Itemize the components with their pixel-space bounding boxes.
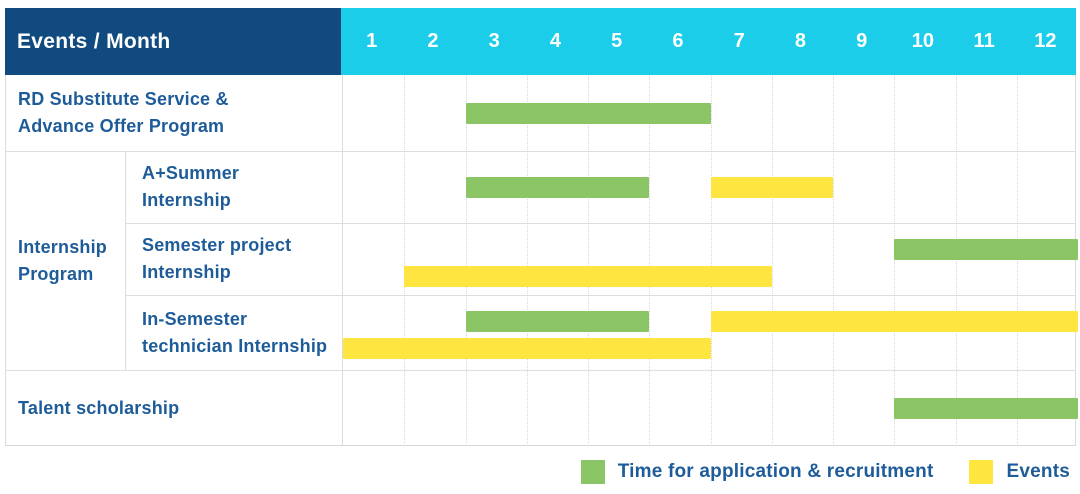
row-divider (6, 370, 1075, 371)
month-header-4: 4 (549, 30, 561, 52)
row-label-line: Semester project (142, 235, 292, 255)
month-header-1: 1 (366, 30, 378, 52)
month-gridline (465, 75, 467, 446)
row-label-talent-scholarship: Talent scholarship (18, 370, 338, 446)
application-bar-months-10-12 (894, 397, 1078, 419)
row-divider (125, 295, 1075, 296)
month-gridline (526, 75, 528, 446)
month-header-12: 12 (1034, 30, 1057, 52)
event-bar-months-7-8 (710, 176, 833, 198)
row-label-line: A+Summer (142, 163, 240, 183)
legend-item-event: Events (969, 460, 1070, 484)
month-header-2: 2 (427, 30, 439, 52)
month-header-5: 5 (611, 30, 623, 52)
month-gridline (894, 75, 896, 446)
group-column-divider (125, 151, 126, 370)
row-label-line: RD Substitute Service & (18, 89, 229, 109)
month-gridline (771, 75, 773, 446)
month-gridline (588, 75, 589, 446)
month-gridline (955, 75, 957, 446)
legend-item-application: Time for application & recruitment (580, 460, 934, 484)
group-label-line: Internship (18, 236, 108, 257)
gantt-grid (342, 75, 1078, 446)
application-bar-months-3-6 (465, 102, 711, 124)
month-header-3: 3 (488, 30, 500, 52)
row-label-line: Internship (142, 190, 232, 210)
row-label-line: Internship (142, 262, 232, 282)
month-gridline (404, 75, 406, 446)
legend: Time for application & recruitment Events (580, 458, 1070, 486)
gantt-table: Events / Month 1 2 3 4 5 6 7 8 9 10 11 12 RD Substi… (5, 8, 1078, 446)
application-bar-months-10-12 (894, 239, 1078, 260)
row-divider (125, 223, 1075, 224)
event-bar-months-2-7 (404, 266, 772, 287)
month-gridline (1016, 75, 1018, 446)
event-bar-months-1-6 (343, 338, 711, 359)
row-label-in-semester-technician-internship: In-Semester technician Internship (142, 295, 338, 370)
table-body: RD Substitute Service & Advance Offer Pr… (5, 75, 1078, 446)
month-gridline (710, 75, 712, 446)
month-header-8: 8 (794, 30, 806, 52)
group-label-internship-program: Internship Program (18, 151, 122, 370)
month-header-11: 11 (973, 30, 995, 52)
legend-label: Events (1006, 461, 1070, 482)
event-swatch-icon (969, 460, 994, 484)
application-swatch-icon (580, 460, 605, 484)
row-label-line: In-Semester (142, 308, 248, 329)
header-title: Events / Month (17, 29, 171, 53)
month-header-10: 10 (911, 30, 934, 52)
row-label-semester-project-internship: Semester project Internship (142, 223, 338, 295)
month-header-6: 6 (672, 30, 684, 52)
row-label-line: Advance Offer Program (18, 116, 225, 136)
row-label-line: technician Internship (142, 335, 328, 356)
row-label-a-plus-summer-internship: A+Summer Internship (142, 151, 338, 223)
month-header-row: 1 2 3 4 5 6 7 8 9 10 11 12 (341, 8, 1076, 75)
application-bar-months-3-5 (465, 176, 650, 198)
month-header-7: 7 (733, 30, 745, 52)
row-label-rd-substitute: RD Substitute Service & Advance Offer Pr… (18, 75, 338, 151)
header-events-month-cell: Events / Month (5, 8, 341, 75)
application-bar-months-3-5 (465, 311, 650, 332)
group-label-line: Program (18, 263, 94, 284)
month-gridline (649, 75, 651, 446)
legend-label: Time for application & recruitment (617, 461, 934, 482)
month-header-9: 9 (856, 30, 868, 52)
row-divider (6, 151, 1075, 152)
event-bar-months-7-12 (710, 311, 1078, 332)
month-gridline (833, 75, 834, 446)
row-label-line: Talent scholarship (18, 397, 180, 418)
